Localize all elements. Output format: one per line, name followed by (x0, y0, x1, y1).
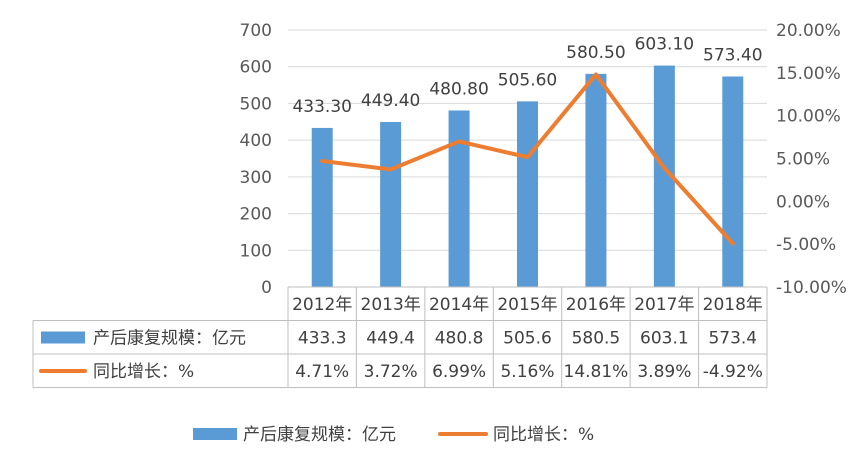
legend-label: 同比增长：% (493, 425, 594, 445)
line-series (320, 72, 735, 246)
right-axis-tick-label: 0.00% (776, 192, 830, 212)
left-axis-tick-label: 600 (240, 58, 272, 78)
bar-data-labels: 433.30 449.40 480.80 505.60 580.50 603.10 573.… (292, 35, 762, 117)
right-axis-tick-label: 10.00% (776, 107, 841, 127)
left-y-axis: 0 100 200 300 400 500 600 700 (240, 21, 272, 298)
table-cell: 5.16% (500, 362, 554, 382)
legend-bar-swatch (193, 428, 237, 440)
data-table: 2012年 2013年 2014年 2015年 2016年 2017年 2018年产后康复规… (32, 286, 768, 388)
category-label: 2016年 (566, 295, 626, 315)
right-axis-tick-label: 15.00% (776, 64, 841, 84)
bar (653, 65, 675, 287)
category-label: 2017年 (634, 295, 694, 315)
table-cell: 3.89% (637, 362, 691, 382)
left-axis-tick-label: 400 (240, 131, 272, 151)
bar (380, 122, 402, 287)
table-series-name: 产后康复规模：亿元 (93, 329, 246, 349)
left-axis-tick-label: 0 (261, 278, 272, 298)
right-y-axis: -10.00% -5.00% 0.00% 5.00% 10.00% 15.00% 20.00… (776, 21, 847, 298)
bar (448, 110, 470, 287)
table-cell: 603.1 (640, 329, 689, 349)
bar-data-label: 580.50 (566, 43, 625, 63)
category-label: 2013年 (361, 295, 421, 315)
table-bar-key (41, 331, 85, 344)
table-cell: 580.5 (572, 329, 621, 349)
table-cell: 6.99% (432, 362, 486, 382)
left-axis-tick-label: 100 (240, 241, 272, 261)
bar-data-label: 603.10 (635, 35, 694, 55)
bar-data-label: 480.80 (429, 79, 488, 99)
category-label: 2014年 (429, 295, 489, 315)
table-cell: 505.6 (503, 329, 552, 349)
table-cell: -4.92% (703, 362, 763, 382)
table-cell: 4.71% (295, 362, 349, 382)
bar (585, 73, 607, 288)
category-label: 2012年 (292, 295, 352, 315)
legend: 产后康复规模：亿元 同比增长：% (193, 425, 594, 445)
table-cell: 3.72% (364, 362, 418, 382)
bar (722, 76, 744, 287)
bar-data-label: 505.60 (498, 70, 557, 90)
right-axis-tick-label: -5.00% (776, 235, 836, 255)
bar-data-label: 573.40 (703, 45, 762, 65)
bar-data-label: 449.40 (361, 91, 420, 111)
bar (517, 101, 538, 287)
left-axis-tick-label: 200 (240, 205, 272, 225)
bar-data-label: 433.30 (292, 97, 351, 117)
table-cell: 573.4 (708, 329, 757, 349)
table-series-name: 同比增长：% (93, 362, 194, 382)
left-axis-tick-label: 300 (240, 168, 272, 188)
right-axis-tick-label: 5.00% (776, 150, 830, 170)
left-axis-tick-label: 700 (240, 21, 272, 41)
table-cell: 449.4 (366, 329, 415, 349)
legend-label: 产后康复规模：亿元 (243, 425, 396, 445)
table-cell: 14.81% (564, 362, 629, 382)
bar (311, 127, 333, 288)
left-axis-tick-label: 500 (240, 94, 272, 114)
table-cell: 433.3 (298, 329, 347, 349)
category-label: 2015年 (497, 295, 557, 315)
category-label: 2018年 (703, 295, 763, 315)
right-axis-tick-label: 20.00% (776, 21, 841, 41)
table-cell: 480.8 (435, 329, 484, 349)
right-axis-tick-label: -10.00% (776, 278, 847, 298)
